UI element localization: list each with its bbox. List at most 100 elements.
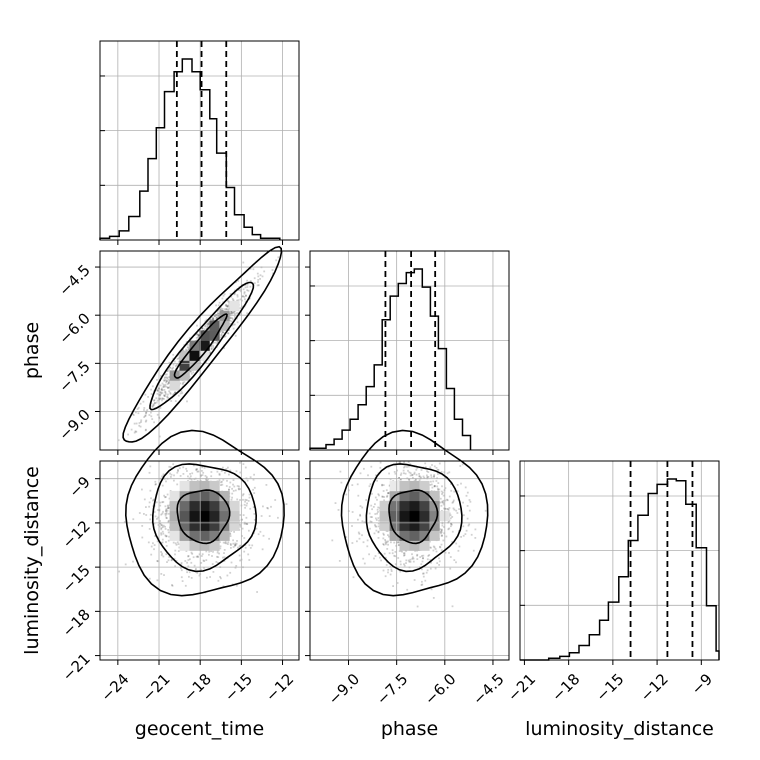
sample-point (385, 543, 387, 546)
sample-point (390, 568, 393, 571)
sample-point (245, 504, 248, 507)
sample-point (144, 420, 147, 423)
sample-point (174, 553, 176, 556)
sample-point (156, 379, 158, 381)
sample-point (383, 543, 385, 546)
sample-point (239, 525, 242, 528)
sample-point (229, 319, 231, 322)
sample-point (418, 479, 421, 482)
sample-point (190, 372, 193, 375)
sample-point (205, 323, 208, 325)
sample-point (434, 567, 437, 570)
sample-point (253, 519, 256, 521)
sample-point (363, 467, 365, 470)
sample-point (422, 557, 424, 560)
sample-point (135, 430, 138, 433)
sample-point (466, 505, 469, 507)
sample-point (197, 556, 199, 558)
sample-point (217, 579, 220, 582)
sample-point (399, 461, 402, 464)
sample-point (169, 466, 172, 468)
sample-point (443, 526, 445, 528)
sample-point (225, 468, 228, 470)
sample-point (375, 525, 378, 528)
sample-point (204, 475, 207, 477)
sample-point (441, 534, 443, 537)
sample-point (361, 534, 363, 537)
sample-point (208, 550, 211, 553)
sample-point (215, 561, 218, 563)
sample-point (196, 468, 198, 470)
sample-point (198, 334, 200, 337)
sample-point (449, 556, 452, 558)
sample-point (458, 545, 461, 548)
sample-point (190, 370, 192, 373)
sample-point (484, 509, 487, 512)
sample-point (209, 352, 212, 355)
sample-point (371, 508, 373, 511)
sample-point (265, 484, 268, 486)
sample-point (222, 556, 224, 559)
sample-point (209, 343, 211, 345)
sample-point (224, 542, 227, 544)
sample-point (195, 468, 198, 471)
sample-point (440, 543, 443, 546)
sample-point (218, 472, 221, 475)
sample-point (166, 376, 168, 379)
sample-point (213, 319, 215, 322)
sample-point (223, 549, 226, 551)
sample-point (182, 382, 184, 384)
density-cell (189, 530, 200, 541)
y-tick-label: −9.0 (55, 406, 93, 444)
sample-point (403, 554, 405, 557)
sample-point (225, 542, 228, 545)
sample-point (391, 549, 394, 552)
sample-point (212, 317, 215, 319)
sample-point (162, 473, 165, 476)
sample-point (169, 391, 172, 394)
sample-point (210, 471, 213, 473)
sample-point (149, 465, 152, 468)
sample-point (375, 474, 377, 477)
sample-point (195, 568, 197, 570)
density-cell (199, 490, 210, 502)
sample-point (267, 507, 269, 510)
sample-point (175, 365, 177, 368)
sample-point (239, 298, 242, 301)
sample-point (239, 544, 242, 547)
sample-point (213, 315, 216, 317)
sample-point (266, 507, 269, 509)
sample-point (422, 475, 425, 478)
sample-point (383, 552, 386, 555)
sample-point (161, 541, 164, 544)
sample-point (345, 493, 348, 496)
sample-point (223, 556, 226, 559)
sample-point (374, 496, 377, 499)
sample-point (166, 561, 168, 563)
sample-point (231, 492, 234, 495)
sample-point (398, 477, 400, 479)
sample-point (246, 279, 248, 282)
sample-point (174, 392, 177, 394)
sample-point (248, 529, 250, 532)
sample-point (167, 505, 170, 508)
sample-point (414, 550, 416, 552)
sample-point (399, 474, 402, 476)
sample-point (246, 523, 249, 525)
sample-point (162, 501, 165, 503)
sample-point (165, 510, 167, 512)
density-cell (389, 480, 400, 492)
sample-point (237, 546, 239, 549)
sample-point (235, 542, 238, 545)
sample-point (223, 293, 226, 296)
sample-point (186, 400, 188, 403)
sample-point (166, 396, 169, 399)
sample-point (227, 304, 230, 307)
sample-point (157, 389, 159, 392)
panel-frame (519, 460, 720, 661)
sample-point (249, 547, 252, 549)
sample-point (388, 472, 390, 475)
sample-point (143, 498, 146, 501)
sample-point (127, 433, 129, 436)
sample-point (440, 529, 443, 531)
